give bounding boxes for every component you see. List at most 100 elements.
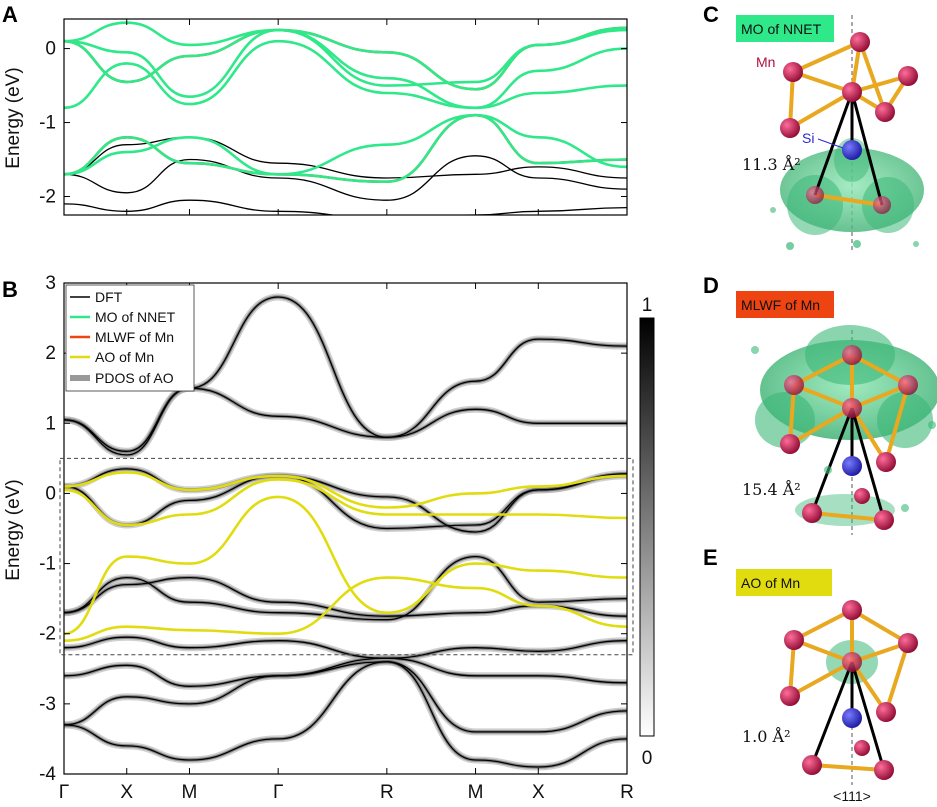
c-si-pointer: [817, 138, 844, 149]
d-mn-atom: [842, 345, 862, 365]
e-area: 1.0 Å²: [742, 726, 791, 746]
panel-c-label: C: [703, 2, 719, 27]
c-bond: [792, 40, 861, 74]
colorbar: [639, 317, 655, 737]
d-bond: [793, 353, 853, 387]
panel-d-tag: MLWF of Mn: [741, 297, 820, 313]
d-bond: [884, 384, 910, 463]
d-cloud-speck: [928, 421, 936, 429]
band-dft: [64, 387, 627, 452]
band-ao-of-mn: [64, 576, 627, 642]
plotA-bands: [64, 21, 627, 215]
c-mn-atom: [783, 62, 803, 82]
panel-b-frame: [63, 282, 628, 775]
band-dft: [64, 636, 627, 659]
legend-ao: AO of Mn: [95, 349, 154, 365]
e-mn-atom: [842, 652, 862, 672]
panel-e-tag-bg: [736, 569, 832, 596]
panel-e: E AO of Mn 1.0 Å: [703, 545, 918, 804]
plotB-bands: [64, 293, 627, 771]
legend-pdos: PDOS of AO: [95, 370, 174, 386]
c-bond-black: [813, 91, 854, 196]
e-mn-atom: [874, 760, 894, 780]
d-mn-atom: [874, 510, 894, 530]
ytick-label: -3: [39, 694, 56, 715]
ytick-label: 0: [45, 39, 56, 60]
c-cloud-lobe-left: [787, 175, 843, 235]
panel-d-tag-bg: [736, 291, 834, 318]
panel-c: C MO of NNET: [703, 2, 924, 250]
band-dft: [64, 555, 627, 621]
e-bond: [789, 660, 853, 698]
c-mn-atom: [842, 82, 862, 102]
e-bond-black: [810, 661, 854, 766]
band-mo-of-nnet: [64, 113, 627, 183]
c-cloud-speck: [770, 207, 776, 213]
e-mn-atom: [854, 740, 870, 756]
e-bond-black: [850, 661, 886, 771]
ytick-label: 2: [45, 343, 56, 364]
panel-a-plot: 0 -1 -2: [39, 19, 628, 215]
e-bonds: [788, 608, 910, 772]
c-mn-atom: [780, 118, 800, 138]
ytick-label: 0: [45, 483, 56, 504]
d-mn-atom: [842, 398, 862, 418]
e-bond: [850, 660, 888, 714]
d-mn-atom: [854, 488, 870, 504]
band-dft: [64, 661, 627, 768]
d-bond: [788, 406, 854, 446]
c-si-atom: [842, 140, 862, 160]
d-mn-atom: [876, 452, 896, 472]
e-si-atom: [842, 708, 862, 728]
e-mn-atom: [802, 755, 822, 775]
band-mo-of-nnet: [64, 28, 627, 110]
c-mn-atom: [806, 186, 824, 204]
d-bond: [851, 383, 909, 410]
panel-b-label: B: [2, 277, 18, 302]
colorbar-max: 1: [642, 295, 653, 316]
kpoint-label: R: [620, 782, 634, 803]
ytick-label: -1: [39, 113, 56, 134]
ytick-label: 1: [45, 413, 56, 434]
ytick-label: -2: [39, 187, 56, 208]
band-ao-of-mn: [64, 471, 627, 509]
e-mn-atom: [876, 702, 896, 722]
c-bond: [792, 70, 853, 94]
band-dft: [64, 657, 627, 687]
band-dft: [64, 661, 627, 733]
legend: DFT MO of NNET MLWF of Mn AO of Mn PDOS …: [65, 284, 195, 392]
c-mn-atom: [850, 32, 870, 52]
c-bond: [858, 41, 887, 113]
band-dft: [64, 136, 627, 179]
ytick-label: -2: [39, 624, 56, 645]
d-bond: [850, 406, 888, 464]
legend-mo: MO of NNET: [95, 309, 176, 325]
band-ao-of-mn: [64, 495, 627, 635]
kpoint-label: M: [182, 782, 198, 803]
c-mn-label: Mn: [756, 54, 775, 70]
e-bond: [793, 638, 853, 664]
band-dft: [64, 155, 627, 201]
c-mn-atom: [873, 196, 891, 214]
kpoint-label: X: [120, 782, 133, 803]
panel-a-ylabel: Energy (eV): [3, 67, 24, 168]
band-dft: [64, 199, 627, 215]
d-cloud-lobe-right: [877, 392, 933, 448]
ytick-label: 3: [45, 273, 56, 294]
band-mo-of-nnet: [64, 26, 627, 91]
c-mn-atom: [875, 102, 895, 122]
d-area: 15.4 Å²: [742, 479, 801, 499]
e-bond: [793, 608, 853, 642]
d-bond: [793, 383, 853, 410]
panel-b-ylabel: Energy (eV): [3, 479, 24, 580]
c-mn-atom: [898, 66, 918, 86]
d-cloud-speck: [901, 504, 909, 512]
kpoint-label: Γ: [59, 782, 69, 803]
d-si-atom: [842, 456, 862, 476]
panel-a-label: A: [2, 2, 18, 27]
d-mn-atom: [898, 375, 918, 395]
band-ao-of-mn: [64, 478, 627, 527]
d-bond-black: [850, 407, 886, 521]
c-cloud-speck: [853, 240, 861, 248]
